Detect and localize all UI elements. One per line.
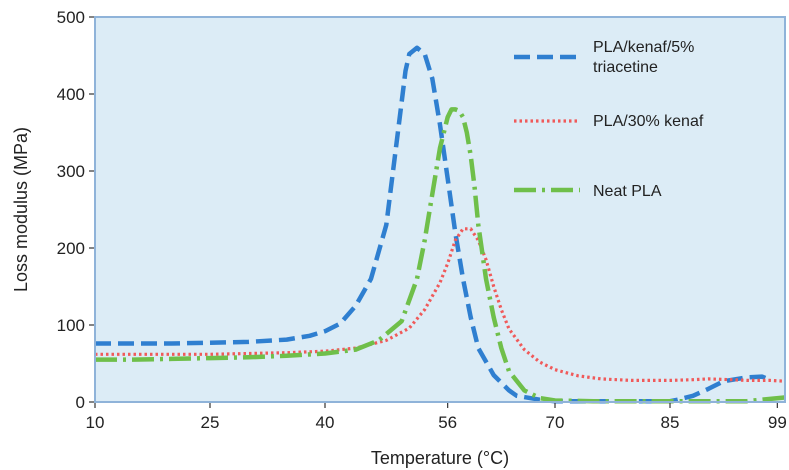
y-tick-label-2: 200 xyxy=(57,239,85,258)
x-tick-label-3: 56 xyxy=(438,413,457,432)
legend-label-1-0: PLA/30% kenaf xyxy=(593,113,704,130)
legend-label-2-0: Neat PLA xyxy=(593,183,662,200)
x-tick-label-4: 70 xyxy=(546,413,565,432)
legend-label-0-0: PLA/kenaf/5% xyxy=(593,39,694,56)
y-tick-label-3: 300 xyxy=(57,162,85,181)
y-tick-label-5: 500 xyxy=(57,8,85,27)
legend: PLA/kenaf/5% triacetine PLA/30% kenaf Neat … xyxy=(514,39,704,200)
y-tick-label-0: 0 xyxy=(76,393,85,412)
x-tick-label-6: 99 xyxy=(768,413,787,432)
plot-frame xyxy=(94,16,786,403)
series-line-0 xyxy=(95,45,771,404)
x-tick-label-0: 10 xyxy=(86,413,105,432)
series-line-2 xyxy=(95,107,786,404)
y-tick-label-1: 100 xyxy=(57,316,85,335)
legend-label-0-1: triacetine xyxy=(593,59,658,76)
series-layer xyxy=(95,45,786,404)
x-tick-label-5: 85 xyxy=(661,413,680,432)
x-axis-label: Temperature (°C) xyxy=(371,448,509,468)
plot-background xyxy=(95,17,785,402)
x-tick-label-2: 40 xyxy=(316,413,335,432)
y-tick-label-4: 400 xyxy=(57,85,85,104)
x-tick-label-1: 25 xyxy=(201,413,220,432)
y-axis-label: Loss modulus (MPa) xyxy=(11,127,31,292)
